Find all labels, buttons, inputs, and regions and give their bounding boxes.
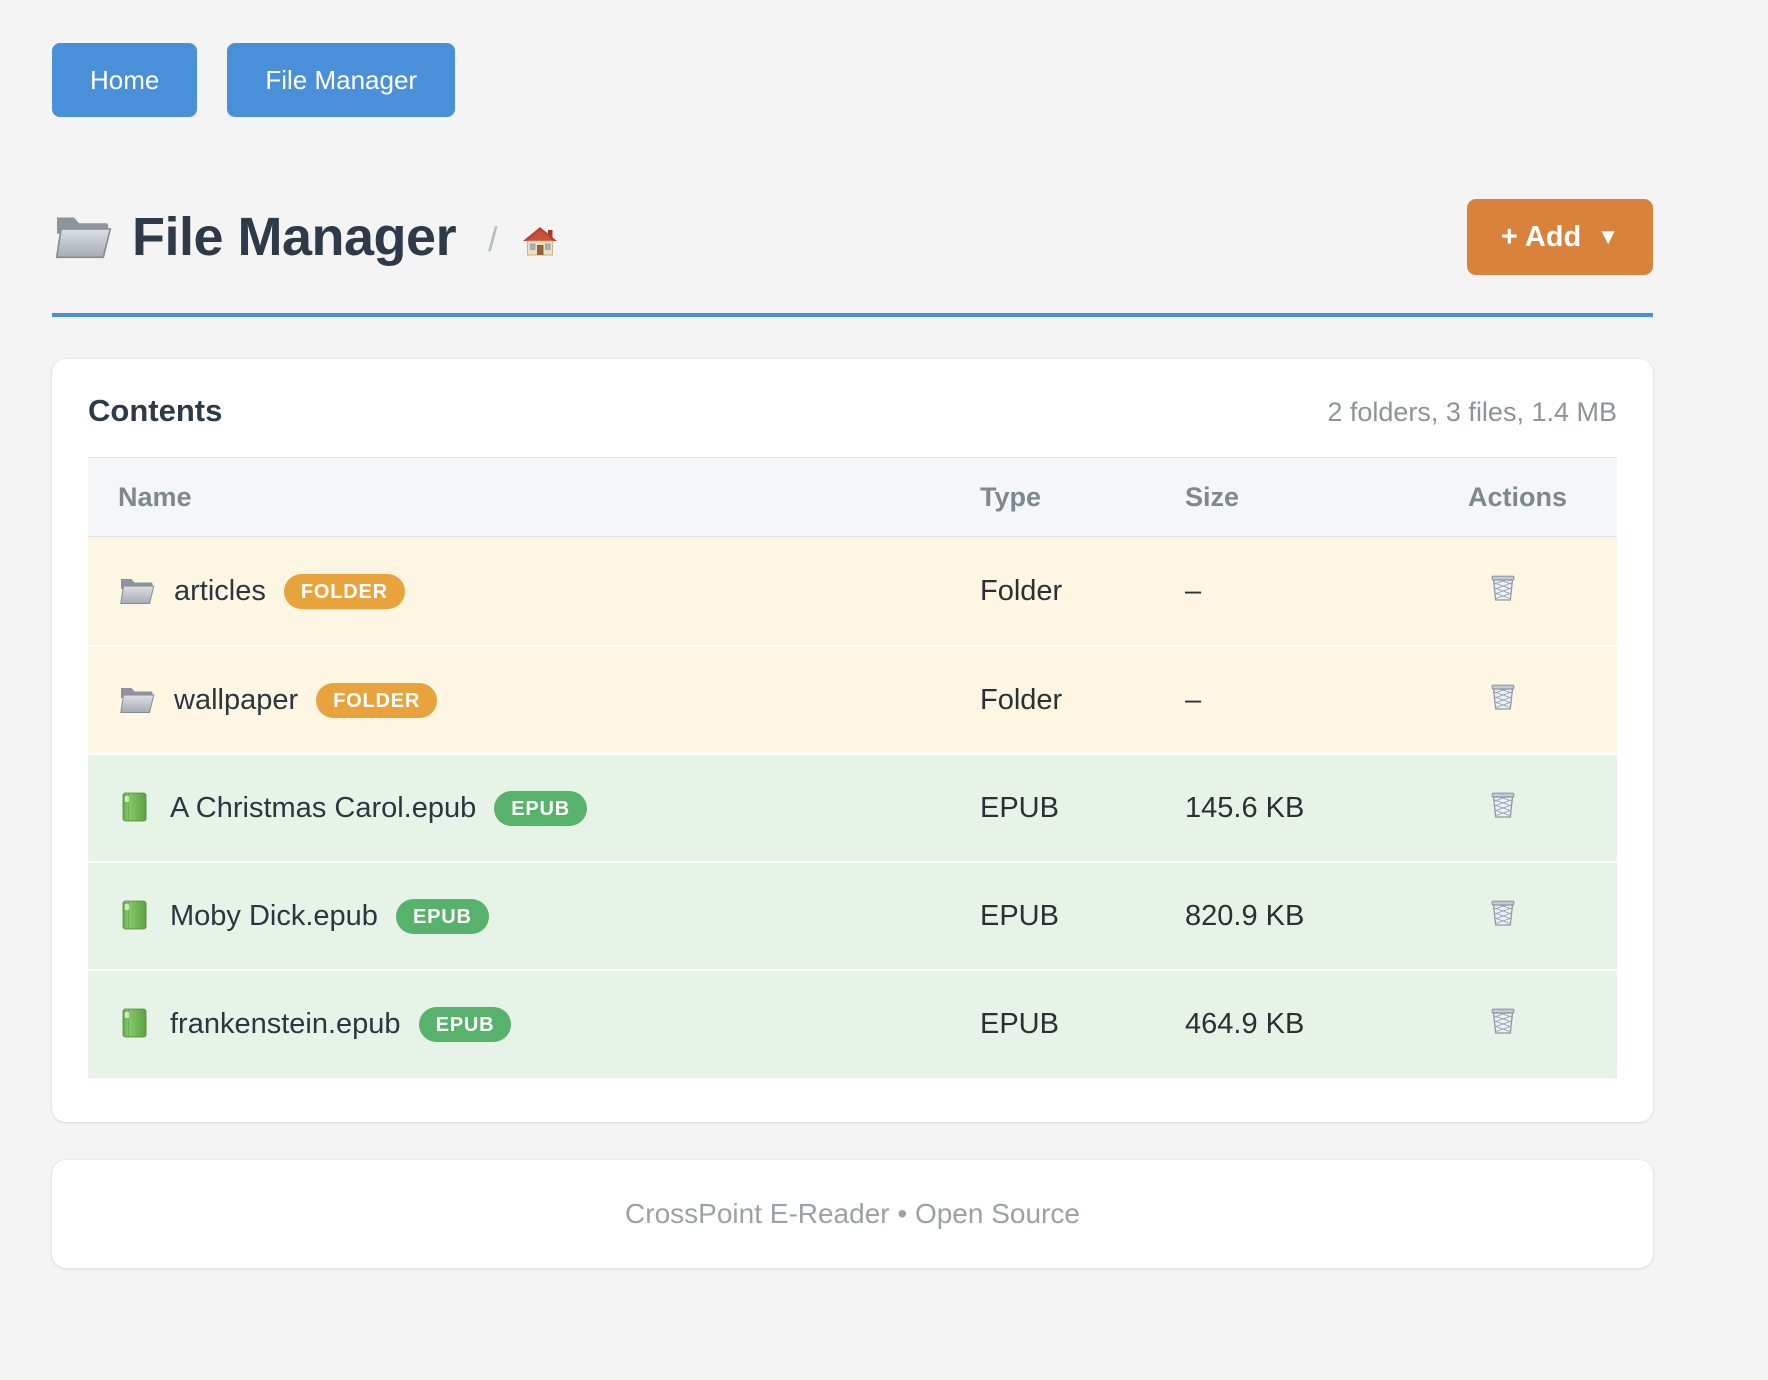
top-nav: Home File Manager	[52, 0, 1653, 117]
file-icon-slot	[118, 899, 152, 933]
file-name[interactable]: wallpaper	[174, 683, 299, 716]
file-icon-slot	[118, 1007, 152, 1041]
folder-icon	[120, 579, 155, 604]
size-value: 145.6 KB	[1185, 791, 1305, 824]
type-value: EPUB	[980, 791, 1059, 824]
wastebasket-icon	[1491, 684, 1515, 710]
home-button[interactable]: Home	[52, 43, 198, 117]
file-name[interactable]: A Christmas Carol.epub	[170, 791, 477, 824]
wastebasket-icon	[1491, 1008, 1515, 1034]
page-header: File Manager / + Add ▼	[52, 199, 1653, 275]
size-value: –	[1185, 683, 1202, 716]
folder-icon	[55, 217, 112, 259]
delete-button[interactable]	[1484, 894, 1522, 932]
folder-icon	[120, 688, 155, 713]
column-header-actions: Actions	[1468, 481, 1568, 512]
size-value: 464.9 KB	[1185, 1007, 1305, 1040]
home-icon	[522, 227, 557, 256]
files-table: Name Type Size Actions articles FOLDER F…	[88, 457, 1617, 1078]
footer-card: CrossPoint E-Reader • Open Source	[52, 1160, 1653, 1268]
file-manager-button[interactable]: File Manager	[227, 43, 456, 117]
file-icon-slot	[118, 684, 156, 716]
column-header-size: Size	[1185, 481, 1240, 512]
wastebasket-icon	[1491, 575, 1515, 601]
header-divider	[52, 313, 1653, 317]
breadcrumb-separator: /	[488, 220, 498, 259]
add-button-label: + Add	[1500, 220, 1582, 253]
type-value: Folder	[980, 683, 1063, 716]
contents-card: Contents 2 folders, 3 files, 1.4 MB Name…	[52, 359, 1653, 1122]
page-title: File Manager	[132, 207, 457, 267]
file-name[interactable]: Moby Dick.epub	[170, 899, 378, 932]
chevron-down-icon: ▼	[1597, 224, 1619, 249]
delete-button[interactable]	[1484, 678, 1522, 716]
file-icon-slot	[118, 575, 156, 607]
type-value: EPUB	[980, 1007, 1059, 1040]
type-badge: EPUB	[418, 1006, 512, 1042]
table-row[interactable]: wallpaper FOLDER Folder –	[88, 645, 1617, 753]
table-row[interactable]: A Christmas Carol.epub EPUB EPUB 145.6 K…	[88, 753, 1617, 861]
footer-text: CrossPoint E-Reader • Open Source	[625, 1198, 1080, 1229]
file-name[interactable]: articles	[174, 574, 266, 607]
column-header-name: Name	[118, 481, 192, 512]
table-row[interactable]: frankenstein.epub EPUB EPUB 464.9 KB	[88, 969, 1617, 1077]
breadcrumb-home-link[interactable]	[522, 226, 558, 258]
type-badge: EPUB	[395, 898, 489, 934]
table-body: articles FOLDER Folder – wallpaper FOLDE…	[88, 537, 1617, 1077]
type-value: Folder	[980, 574, 1063, 607]
add-button[interactable]: + Add ▼	[1466, 199, 1653, 275]
type-badge: FOLDER	[316, 682, 438, 718]
file-icon-slot	[118, 791, 152, 825]
size-value: 820.9 KB	[1185, 899, 1305, 932]
green-book-icon	[122, 1008, 148, 1038]
size-value: –	[1185, 574, 1202, 607]
delete-button[interactable]	[1484, 1002, 1522, 1040]
delete-button[interactable]	[1484, 786, 1522, 824]
wastebasket-icon	[1491, 792, 1515, 818]
green-book-icon	[122, 900, 148, 930]
contents-summary: 2 folders, 3 files, 1.4 MB	[1327, 397, 1617, 427]
delete-button[interactable]	[1484, 569, 1522, 607]
table-row[interactable]: Moby Dick.epub EPUB EPUB 820.9 KB	[88, 861, 1617, 969]
table-header: Name Type Size Actions	[88, 458, 1617, 537]
file-name[interactable]: frankenstein.epub	[170, 1007, 401, 1040]
card-title: Contents	[88, 393, 223, 428]
wastebasket-icon	[1491, 900, 1515, 926]
green-book-icon	[122, 792, 148, 822]
type-badge: FOLDER	[283, 573, 405, 609]
type-value: EPUB	[980, 899, 1059, 932]
table-row[interactable]: articles FOLDER Folder –	[88, 537, 1617, 645]
type-badge: EPUB	[494, 790, 588, 826]
page: Home File Manager File Manager /	[52, 0, 1653, 1268]
column-header-type: Type	[980, 481, 1042, 512]
